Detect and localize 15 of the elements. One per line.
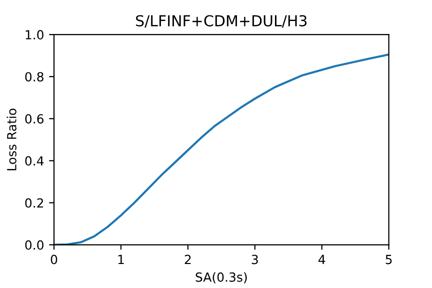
chart-title: S/LFINF+CDM+DUL/H3 (136, 15, 307, 28)
x-tick-label: 4 (318, 254, 326, 264)
y-axis-title: Loss Ratio (6, 108, 16, 170)
y-tick-label: 0.8 (25, 72, 44, 82)
y-tick-label: 0.6 (25, 114, 44, 124)
x-tick-label: 1 (118, 254, 124, 264)
x-tick-label: 0 (50, 254, 58, 264)
y-tick-label: 1.0 (26, 30, 44, 40)
x-axis-title: SA(0.3s) (196, 272, 247, 284)
y-tick-label: 0.2 (25, 198, 44, 208)
x-tick-label: 2 (184, 254, 191, 264)
y-tick-label: 0.0 (25, 240, 44, 250)
x-tick-label: 5 (386, 254, 392, 264)
y-tick-label: 0.4 (25, 156, 44, 166)
x-tick-label: 3 (252, 254, 258, 264)
